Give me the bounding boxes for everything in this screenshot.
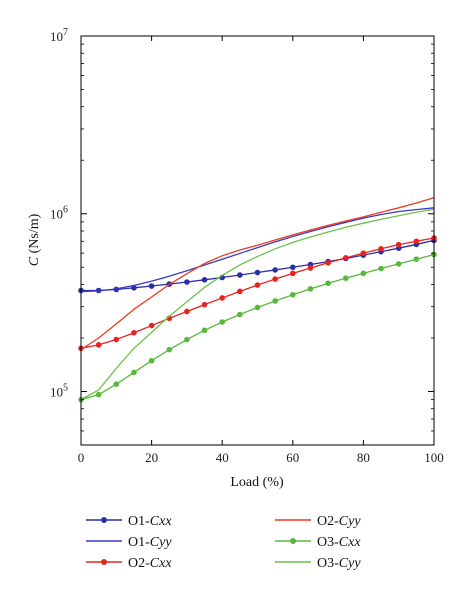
data-point — [184, 279, 190, 285]
legend-marker — [101, 559, 107, 565]
data-point — [113, 381, 120, 387]
x-tick-label: 60 — [286, 450, 299, 465]
data-point — [219, 295, 225, 301]
legend-label: O1-Cyy — [128, 535, 172, 550]
data-point — [290, 264, 296, 271]
x-tick-label: 40 — [216, 450, 229, 465]
data-point — [325, 280, 331, 287]
data-point — [184, 336, 190, 343]
data-point — [131, 285, 137, 291]
data-point — [201, 276, 208, 283]
y-axis-label: C (Ns/m) — [27, 213, 42, 266]
data-point — [254, 304, 261, 311]
legend-label: O1-Cxx — [128, 514, 172, 529]
x-tick-label: 20 — [145, 450, 158, 465]
legend-label: O3-Cyy — [317, 556, 361, 571]
data-point — [95, 342, 102, 348]
legend-label: O2-Cxx — [128, 556, 172, 571]
data-point — [237, 288, 243, 295]
series-line — [80, 207, 435, 293]
y-tick-label: 106 — [50, 205, 68, 222]
series-line — [80, 197, 435, 351]
data-point — [413, 256, 420, 262]
data-point — [201, 301, 208, 308]
data-point — [342, 255, 349, 261]
data-point — [290, 270, 296, 277]
axes: 0 20 40 60 80 100 105 106 107 — [50, 27, 444, 465]
y-axis-label-variable: C — [27, 256, 42, 266]
data-point — [131, 369, 137, 376]
data-point — [95, 391, 102, 398]
data-point — [148, 322, 155, 329]
x-tick-label: 80 — [357, 450, 370, 465]
data-point — [395, 261, 402, 267]
data-point — [166, 346, 173, 353]
data-point — [254, 269, 261, 276]
y-tick-label: 107 — [50, 27, 68, 44]
data-point — [290, 291, 296, 298]
x-tick-label: 0 — [78, 450, 85, 465]
data-point — [113, 336, 120, 343]
data-point — [360, 250, 367, 256]
plot-frame — [80, 35, 435, 446]
data-point — [378, 265, 384, 272]
data-point — [325, 259, 331, 266]
data-point — [148, 357, 155, 364]
data-point — [378, 246, 384, 252]
legend-marker — [290, 538, 296, 544]
data-point — [342, 275, 349, 281]
data-point — [272, 276, 278, 282]
data-point — [272, 267, 278, 273]
data-point — [201, 327, 208, 334]
data-point — [413, 238, 420, 245]
data-point — [254, 282, 261, 288]
series-line — [80, 208, 435, 401]
series-layer — [78, 197, 437, 403]
data-point — [360, 270, 367, 277]
series-line — [80, 253, 435, 401]
data-point — [148, 283, 155, 289]
legend-marker — [101, 517, 107, 523]
data-point — [272, 298, 278, 304]
data-point — [307, 265, 314, 271]
legend: O1-Cxx O1-Cyy O2-Cxx O2-Cyy O3-Cxx O3-Cyy — [86, 514, 361, 571]
y-axis-label-unit: (Ns/m) — [27, 213, 42, 257]
data-point — [237, 272, 243, 278]
data-point — [395, 241, 402, 248]
x-axis-label: Load (%) — [230, 475, 284, 490]
data-point — [219, 319, 225, 325]
data-point — [307, 286, 314, 292]
data-point — [184, 308, 190, 315]
data-point — [131, 329, 137, 336]
legend-label: O2-Cyy — [317, 514, 361, 529]
legend-label: O3-Cxx — [317, 535, 361, 550]
x-tick-label: 100 — [424, 450, 444, 465]
data-point — [237, 311, 243, 318]
y-tick-label: 105 — [50, 382, 68, 399]
